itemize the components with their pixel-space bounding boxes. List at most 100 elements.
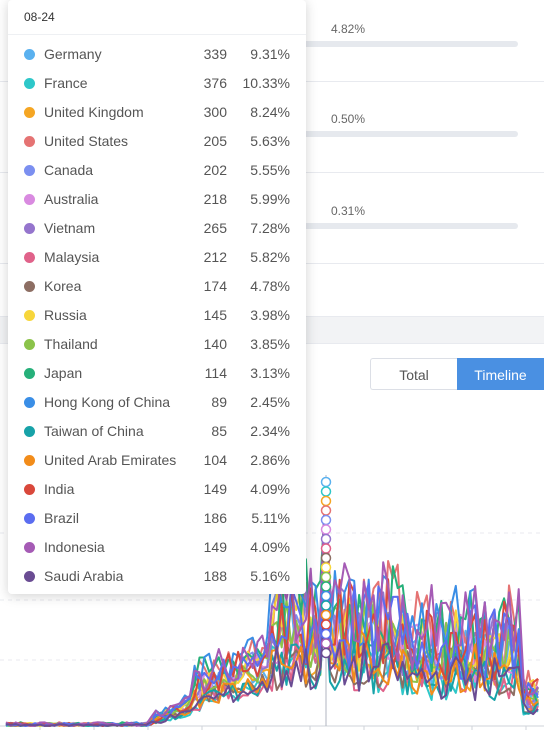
tooltip-country-name: Taiwan of China (44, 423, 144, 439)
row-percent-label: 0.50% (331, 112, 366, 126)
tooltip-percent: 5.99% (250, 191, 290, 207)
series-point-marker (320, 628, 332, 640)
series-color-dot-icon (24, 310, 35, 321)
tooltip-count: 339 (203, 46, 227, 62)
tooltip-percent: 9.31% (250, 46, 290, 62)
tooltip-percent: 5.82% (250, 249, 290, 265)
tooltip-percent: 10.33% (242, 75, 290, 91)
tooltip-count: 265 (203, 220, 227, 236)
tooltip-country-name: Germany (44, 46, 102, 62)
row-progress-bar (300, 41, 518, 47)
series-color-dot-icon (24, 107, 35, 118)
tooltip-item: India 149 4.09% (8, 475, 306, 504)
tooltip-percent: 2.86% (250, 452, 290, 468)
tooltip-item: Taiwan of China 85 2.34% (8, 417, 306, 446)
series-point-marker (320, 571, 332, 583)
tooltip-percent: 2.45% (250, 394, 290, 410)
tooltip-item: Vietnam 265 7.28% (8, 214, 306, 243)
tooltip-country-name: Hong Kong of China (44, 394, 171, 410)
tooltip-count: 149 (203, 539, 227, 555)
tooltip-country-name: United Arab Emirates (44, 452, 177, 468)
tooltip-count: 205 (203, 133, 227, 149)
series-point-marker (320, 619, 332, 630)
series-color-dot-icon (24, 368, 35, 379)
tooltip-country-name: Brazil (44, 510, 80, 526)
chart-series-lines (5, 478, 539, 727)
tooltip-count: 85 (211, 423, 227, 439)
series-point-marker (320, 552, 332, 564)
tooltip-country-name: Australia (44, 191, 99, 207)
tooltip-count: 300 (203, 104, 227, 120)
row-percent-label: 4.82% (331, 22, 366, 36)
series-point-marker (320, 590, 332, 602)
tooltip-item: United Arab Emirates 104 2.86% (8, 446, 306, 475)
total-tab-button[interactable]: Total (370, 358, 457, 390)
row-progress-bar (300, 131, 518, 137)
tooltip-country-name: Saudi Arabia (44, 568, 124, 584)
tooltip-percent: 3.85% (250, 336, 290, 352)
series-line (5, 593, 539, 727)
tooltip-count: 218 (203, 191, 227, 207)
series-color-dot-icon (24, 397, 35, 408)
tooltip-item: Indonesia 149 4.09% (8, 533, 306, 562)
tooltip-count: 202 (203, 162, 227, 178)
tooltip-percent: 5.11% (251, 510, 290, 526)
tooltip-item: Canada 202 5.55% (8, 156, 306, 185)
series-point-marker (320, 514, 332, 526)
tooltip-count: 188 (203, 568, 227, 584)
tooltip-country-name: Vietnam (44, 220, 96, 236)
series-color-dot-icon (24, 223, 35, 234)
tooltip-count: 174 (203, 278, 227, 294)
series-point-marker (320, 476, 332, 488)
tooltip-item: Korea 174 4.78% (8, 272, 306, 301)
tooltip-country-name: France (44, 75, 88, 91)
tooltip-percent: 3.98% (250, 307, 290, 323)
series-point-marker (320, 647, 332, 659)
series-point-marker (320, 524, 332, 535)
series-color-dot-icon (24, 78, 35, 89)
series-point-marker (320, 581, 332, 592)
tooltip-item: Thailand 140 3.85% (8, 330, 306, 359)
series-point-marker (320, 638, 332, 649)
tooltip-count: 89 (211, 394, 227, 410)
tooltip-country-name: United States (44, 133, 129, 149)
row-percent-label: 0.31% (331, 204, 366, 218)
series-point-marker (320, 609, 332, 621)
tooltip-item: Brazil 186 5.11% (8, 504, 306, 533)
tooltip-item: Japan 114 3.13% (8, 359, 306, 388)
tooltip-count: 376 (203, 75, 227, 91)
tooltip-item: Malaysia 212 5.82% (8, 243, 306, 272)
series-point-marker (320, 486, 332, 497)
tooltip-country-name: Russia (44, 307, 87, 323)
tooltip-percent: 4.09% (250, 539, 290, 555)
tooltip-percent: 4.78% (250, 278, 290, 294)
tooltip-percent: 5.16% (250, 568, 290, 584)
tooltip-item: United Kingdom 300 8.24% (8, 98, 306, 127)
series-color-dot-icon (24, 571, 35, 582)
tooltip-country-name: Indonesia (44, 539, 105, 555)
tooltip-count: 104 (203, 452, 227, 468)
tooltip-item: Hong Kong of China 89 2.45% (8, 388, 306, 417)
series-point-marker (320, 562, 332, 573)
series-point-marker (320, 495, 332, 507)
tooltip-country-name: Malaysia (44, 249, 100, 265)
tooltip-count: 114 (204, 365, 227, 381)
series-color-dot-icon (24, 484, 35, 495)
timeline-tab-button[interactable]: Timeline (457, 358, 544, 390)
tooltip-list: Germany 339 9.31% France 376 10.33% United Kin… (8, 35, 306, 591)
hover-cursor (320, 475, 332, 726)
tooltip-percent: 4.09% (250, 481, 290, 497)
series-color-dot-icon (24, 455, 35, 466)
tooltip-count: 212 (203, 249, 227, 265)
tooltip-percent: 2.34% (250, 423, 290, 439)
tooltip-count: 149 (203, 481, 227, 497)
series-point-marker (320, 600, 332, 611)
tooltip-country-name: Korea (44, 278, 82, 294)
tooltip-country-name: Japan (44, 365, 83, 381)
series-point-marker (320, 505, 332, 516)
tooltip-country-name: Thailand (44, 336, 98, 352)
view-toggle: Total Timeline (370, 358, 544, 390)
tooltip-item: Russia 145 3.98% (8, 301, 306, 330)
tooltip-country-name: United Kingdom (44, 104, 144, 120)
series-color-dot-icon (24, 252, 35, 263)
